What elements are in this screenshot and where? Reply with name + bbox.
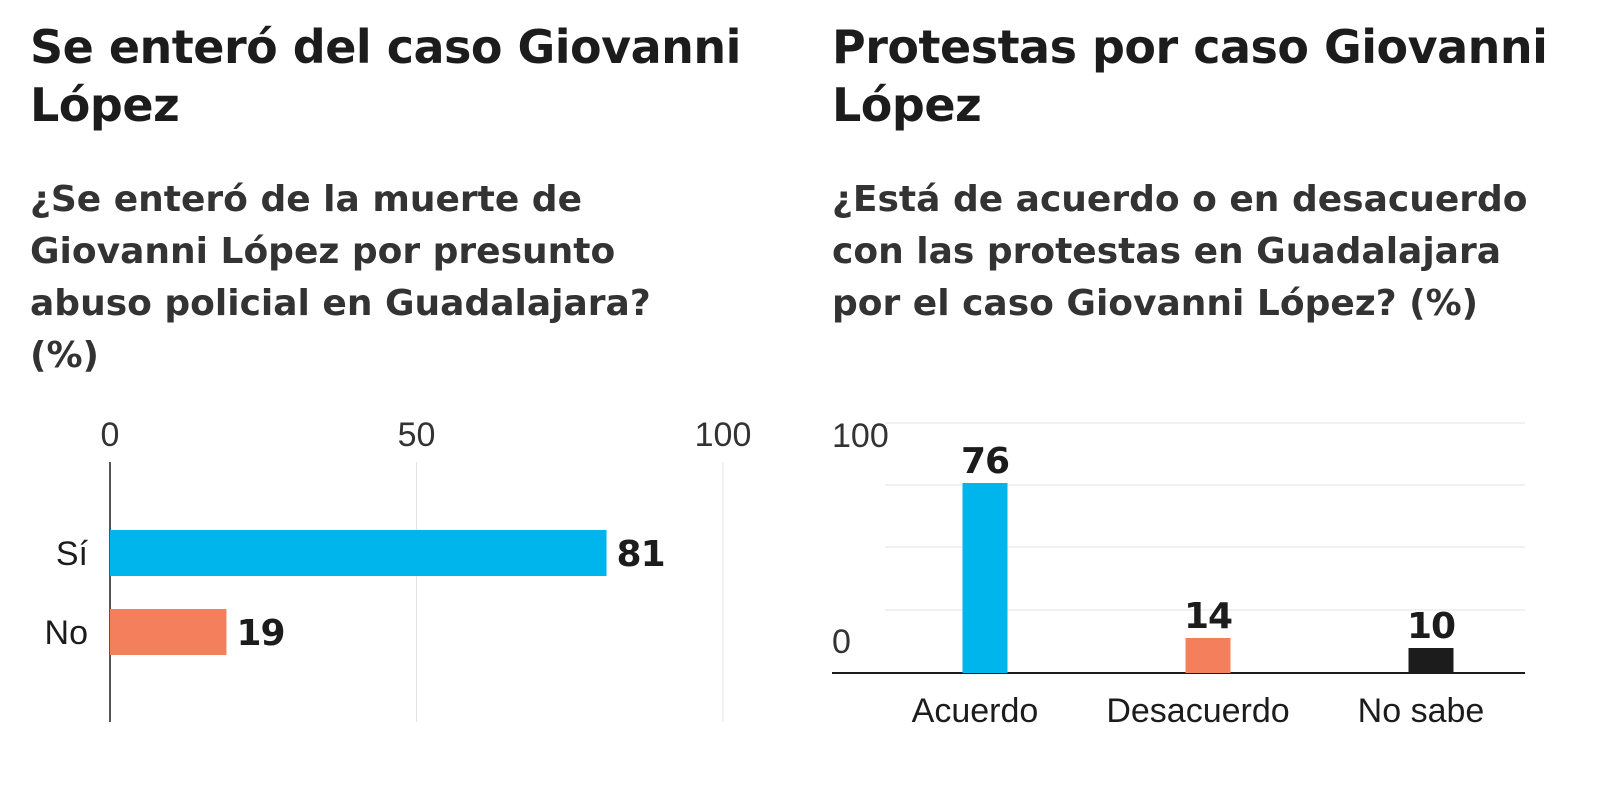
chart-subtitle-awareness: ¿Se enteró de la muerte de Giovanni Lópe… bbox=[30, 179, 651, 376]
category-label: No sabe bbox=[1358, 692, 1485, 730]
data-label: 10 bbox=[1407, 606, 1455, 647]
category-label: Acuerdo bbox=[912, 692, 1039, 730]
bar bbox=[1185, 638, 1231, 673]
x-tick-label: 100 bbox=[695, 416, 752, 454]
y-tick-label: 0 bbox=[832, 623, 851, 661]
chart-panel-awareness: Se enteró del caso Giovanni López ¿Se en… bbox=[30, 0, 790, 382]
bar bbox=[110, 530, 607, 576]
data-label: 14 bbox=[1184, 596, 1232, 637]
bar bbox=[962, 483, 1008, 673]
category-label: Desacuerdo bbox=[1106, 692, 1289, 730]
category-label: No bbox=[45, 614, 88, 652]
bar bbox=[1408, 648, 1454, 673]
data-label: 19 bbox=[236, 613, 284, 654]
category-label: Sí bbox=[56, 535, 89, 573]
chart-subtitle-protests: ¿Está de acuerdo o en desacuerdo con las… bbox=[832, 179, 1528, 324]
y-tick-label: 100 bbox=[832, 417, 889, 455]
data-label: 81 bbox=[617, 534, 665, 575]
chart-title-protests: Protestas por caso Giovanni López bbox=[832, 20, 1548, 132]
x-tick-label: 50 bbox=[398, 416, 436, 454]
bar-chart-awareness: 0 50 100 Sí 81 No 19 bbox=[45, 416, 752, 722]
chart-panel-protests: Protestas por caso Giovanni López ¿Está … bbox=[832, 0, 1552, 330]
data-label: 76 bbox=[961, 441, 1009, 482]
x-tick-label: 0 bbox=[101, 416, 120, 454]
bar bbox=[110, 609, 227, 655]
chart-title-awareness: Se enteró del caso Giovanni López bbox=[30, 20, 741, 132]
